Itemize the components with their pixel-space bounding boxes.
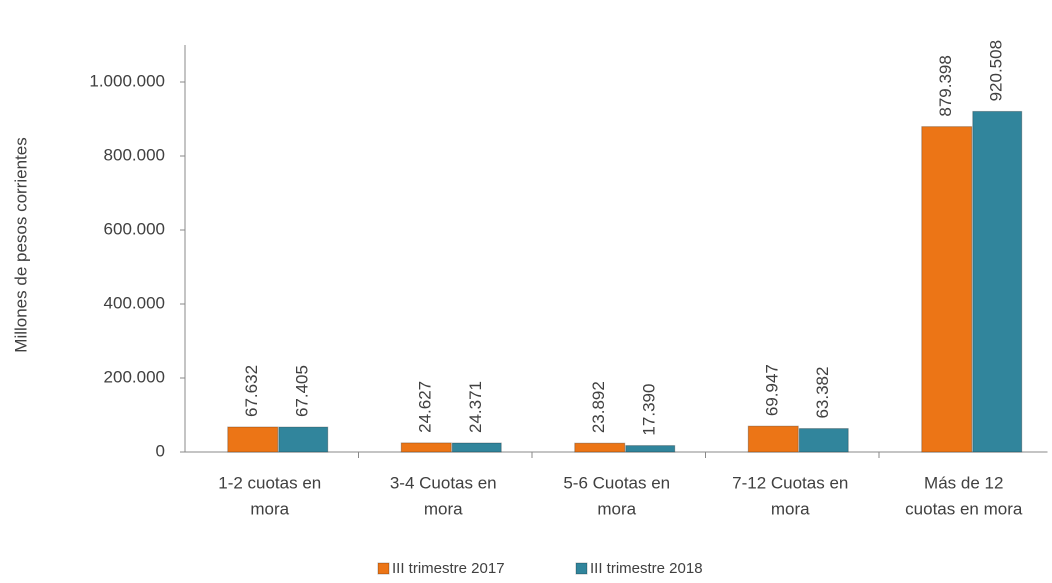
value-label: 17.390 — [640, 384, 659, 436]
value-label: 23.892 — [589, 381, 608, 433]
y-tick-label: 0 — [156, 441, 165, 460]
legend-swatch — [377, 562, 390, 575]
value-label: 67.405 — [293, 365, 312, 417]
value-label: 63.382 — [813, 367, 832, 419]
x-tick-label: mora — [250, 499, 289, 518]
x-tick-label: cuotas en mora — [905, 499, 1023, 518]
bar — [227, 426, 279, 453]
x-tick-label: mora — [424, 499, 463, 518]
bar — [921, 126, 973, 453]
y-tick-label: 200.000 — [104, 367, 165, 386]
legend-text: III trimestre 2017 — [392, 560, 505, 577]
bar — [451, 442, 502, 453]
legend-text: III trimestre 2018 — [590, 560, 703, 577]
x-tick-label: 7-12 Cuotas en — [732, 473, 848, 492]
y-tick-label: 600.000 — [104, 219, 165, 238]
value-label: 920.508 — [987, 40, 1006, 101]
bar — [747, 425, 799, 453]
legend-swatch — [575, 562, 588, 575]
x-tick-label: mora — [771, 499, 810, 518]
y-axis-title: Millones de pesos corrientes — [11, 137, 30, 352]
bar — [574, 442, 626, 453]
bar — [278, 426, 329, 453]
bar — [625, 445, 676, 453]
y-tick-label: 1.000.000 — [89, 71, 165, 90]
value-label: 879.398 — [936, 55, 955, 116]
x-tick-label: Más de 12 — [924, 473, 1003, 492]
bar — [798, 428, 849, 453]
bar — [400, 442, 452, 453]
value-label: 69.947 — [763, 364, 782, 416]
x-tick-label: 5-6 Cuotas en — [563, 473, 670, 492]
bar — [972, 110, 1023, 453]
value-label: 67.632 — [242, 365, 261, 417]
y-tick-label: 800.000 — [104, 145, 165, 164]
x-tick-label: 1-2 cuotas en — [218, 473, 321, 492]
x-tick-label: 3-4 Cuotas en — [390, 473, 497, 492]
value-label: 24.371 — [466, 381, 485, 433]
value-label: 24.627 — [416, 381, 435, 433]
x-tick-label: mora — [597, 499, 636, 518]
y-tick-label: 400.000 — [104, 293, 165, 312]
